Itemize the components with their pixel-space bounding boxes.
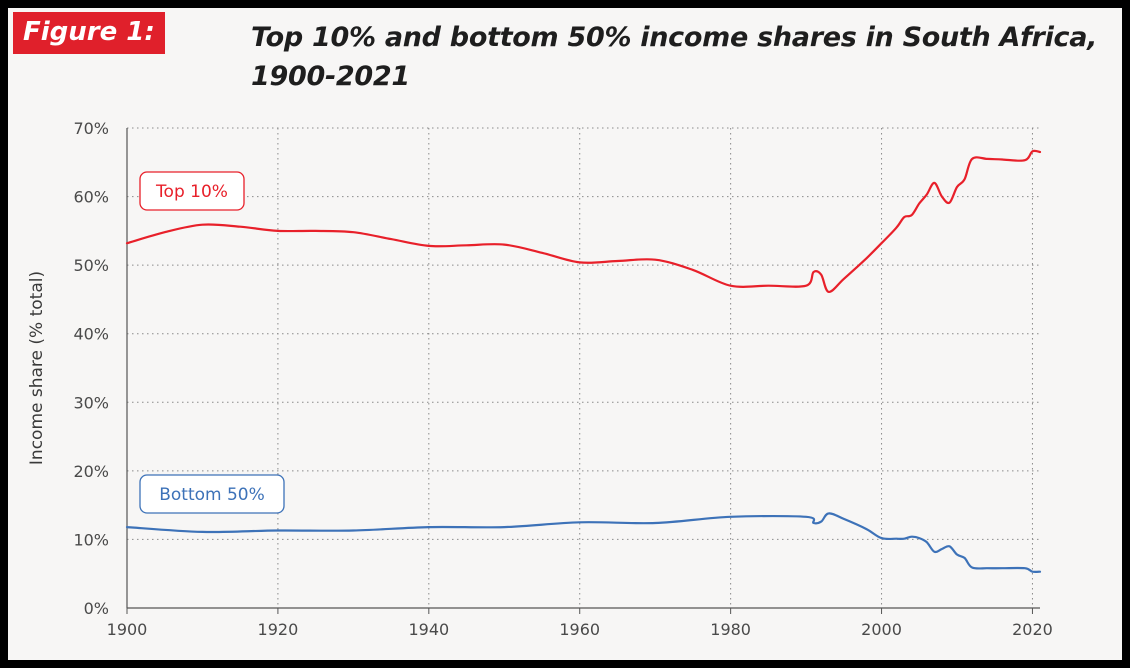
annotations: Top 10% Bottom 50% [139,171,285,514]
y-tick-label: 10% [73,530,109,549]
y-axis-label: Income share (% total) [27,271,47,465]
chart-title-line-2: 1900-2021 [251,61,410,92]
label-bottom50-text: Bottom 50% [159,485,265,505]
series-line-bottom50 [125,512,1042,574]
chart-title-line-1: Top 10% and bottom 50% income shares in … [251,22,1098,53]
label-top10-text: Top 10% [155,182,228,202]
x-tick-label: 2000 [861,620,902,639]
y-tick-label: 60% [73,188,109,207]
series-line-top10 [125,149,1042,293]
x-tick-label: 1940 [408,620,449,639]
grid-lines [127,127,1040,608]
y-tick-label: 30% [73,393,109,412]
y-tick-label: 40% [73,325,109,344]
x-tick-label: 1980 [710,620,751,639]
x-tick-label: 1920 [258,620,299,639]
x-tick-label: 2020 [1012,620,1053,639]
chart-title: Top 10% and bottom 50% income shares in … [251,18,1111,96]
y-tick-label: 20% [73,462,109,481]
y-tick-label: 50% [73,256,109,275]
y-tick-label: 70% [73,119,109,138]
figure-label: Figure 1: [13,12,165,54]
axes: 0% 10% 20% 30% 40% 50% 60% 70% 1900 1920 1940 1960 1… [73,119,1052,639]
y-tick-label: 0% [84,599,109,618]
x-tick-label: 1960 [559,620,600,639]
label-top10: Top 10% [139,171,245,211]
x-tick-label: 1900 [107,620,148,639]
series-lines [125,149,1042,574]
label-bottom50: Bottom 50% [139,474,285,514]
